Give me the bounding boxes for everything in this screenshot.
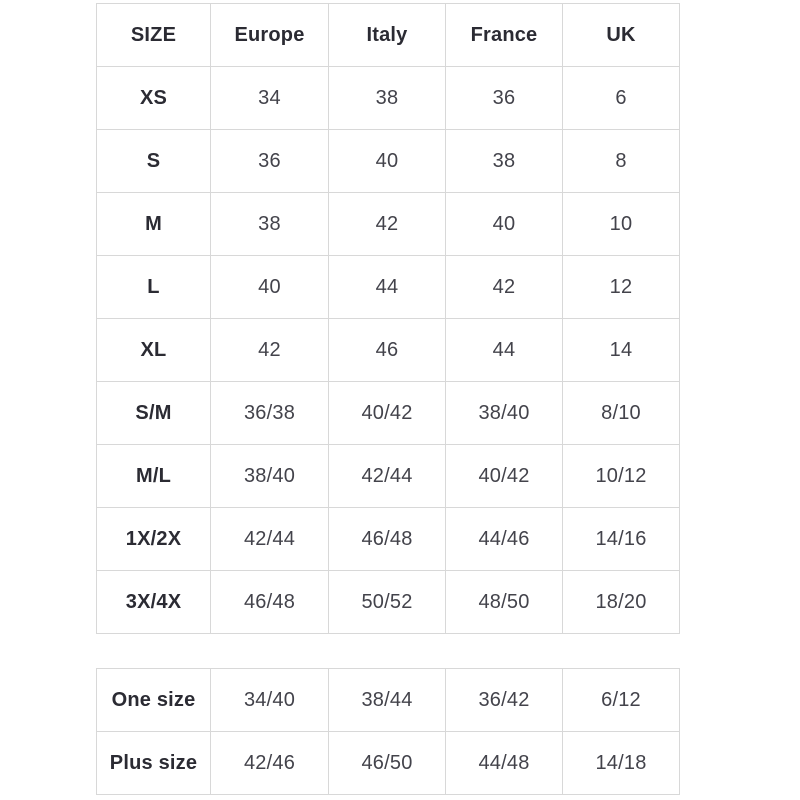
table-cell: 8: [562, 129, 680, 193]
table-cell: 40: [445, 192, 563, 256]
table-gap: [96, 634, 680, 668]
header-row: SIZE Europe Italy France UK: [96, 3, 680, 67]
table-cell: 44/46: [445, 507, 563, 571]
row-label: S/M: [96, 381, 211, 445]
column-header-europe: Europe: [210, 3, 329, 67]
table-cell: 40/42: [328, 381, 446, 445]
row-label: M: [96, 192, 211, 256]
row-label: 3X/4X: [96, 570, 211, 634]
table-cell: 44: [328, 255, 446, 319]
table-cell: 44/48: [445, 731, 563, 795]
special-sizes-table: One size 34/40 38/44 36/42 6/12 Plus siz…: [96, 668, 680, 795]
table-cell: 18/20: [562, 570, 680, 634]
table-row: One size 34/40 38/44 36/42 6/12: [96, 668, 680, 732]
table-cell: 14/18: [562, 731, 680, 795]
row-label: One size: [96, 668, 211, 732]
row-label: XS: [96, 66, 211, 130]
table-cell: 36: [445, 66, 563, 130]
table-row: Plus size 42/46 46/50 44/48 14/18: [96, 731, 680, 795]
table-cell: 38: [445, 129, 563, 193]
table-cell: 36: [210, 129, 329, 193]
column-header-italy: Italy: [328, 3, 446, 67]
table-cell: 38: [210, 192, 329, 256]
size-conversion-table: SIZE Europe Italy France UK XS 34 38 36 …: [96, 3, 680, 634]
table-cell: 46/50: [328, 731, 446, 795]
table-cell: 42: [445, 255, 563, 319]
table-cell: 42/44: [328, 444, 446, 508]
row-label: L: [96, 255, 211, 319]
table-cell: 42: [210, 318, 329, 382]
table-cell: 48/50: [445, 570, 563, 634]
row-label: 1X/2X: [96, 507, 211, 571]
row-label: Plus size: [96, 731, 211, 795]
column-header-france: France: [445, 3, 563, 67]
table-cell: 14: [562, 318, 680, 382]
row-label: M/L: [96, 444, 211, 508]
table-cell: 38/40: [445, 381, 563, 445]
row-label: S: [96, 129, 211, 193]
table-row: XL 42 46 44 14: [96, 318, 680, 382]
table-cell: 46/48: [210, 570, 329, 634]
table-row: S/M 36/38 40/42 38/40 8/10: [96, 381, 680, 445]
table-cell: 38: [328, 66, 446, 130]
size-chart: SIZE Europe Italy France UK XS 34 38 36 …: [96, 3, 680, 795]
table-row: S 36 40 38 8: [96, 129, 680, 193]
table-cell: 42: [328, 192, 446, 256]
table-cell: 6: [562, 66, 680, 130]
column-header-size: SIZE: [96, 3, 211, 67]
table-cell: 34/40: [210, 668, 329, 732]
table-row: 1X/2X 42/44 46/48 44/46 14/16: [96, 507, 680, 571]
table-cell: 36/38: [210, 381, 329, 445]
table-cell: 44: [445, 318, 563, 382]
table-cell: 38/40: [210, 444, 329, 508]
table-cell: 10: [562, 192, 680, 256]
table-cell: 12: [562, 255, 680, 319]
table-cell: 38/44: [328, 668, 446, 732]
table-cell: 40: [328, 129, 446, 193]
table-row: L 40 44 42 12: [96, 255, 680, 319]
table-cell: 36/42: [445, 668, 563, 732]
table-cell: 40/42: [445, 444, 563, 508]
table-cell: 42/46: [210, 731, 329, 795]
table-row: M/L 38/40 42/44 40/42 10/12: [96, 444, 680, 508]
table-cell: 46: [328, 318, 446, 382]
table-cell: 40: [210, 255, 329, 319]
table-cell: 10/12: [562, 444, 680, 508]
table-row: 3X/4X 46/48 50/52 48/50 18/20: [96, 570, 680, 634]
table-cell: 14/16: [562, 507, 680, 571]
table-row: XS 34 38 36 6: [96, 66, 680, 130]
table-cell: 8/10: [562, 381, 680, 445]
table-cell: 46/48: [328, 507, 446, 571]
table-cell: 34: [210, 66, 329, 130]
table-cell: 42/44: [210, 507, 329, 571]
column-header-uk: UK: [562, 3, 680, 67]
table-cell: 50/52: [328, 570, 446, 634]
row-label: XL: [96, 318, 211, 382]
table-cell: 6/12: [562, 668, 680, 732]
table-row: M 38 42 40 10: [96, 192, 680, 256]
